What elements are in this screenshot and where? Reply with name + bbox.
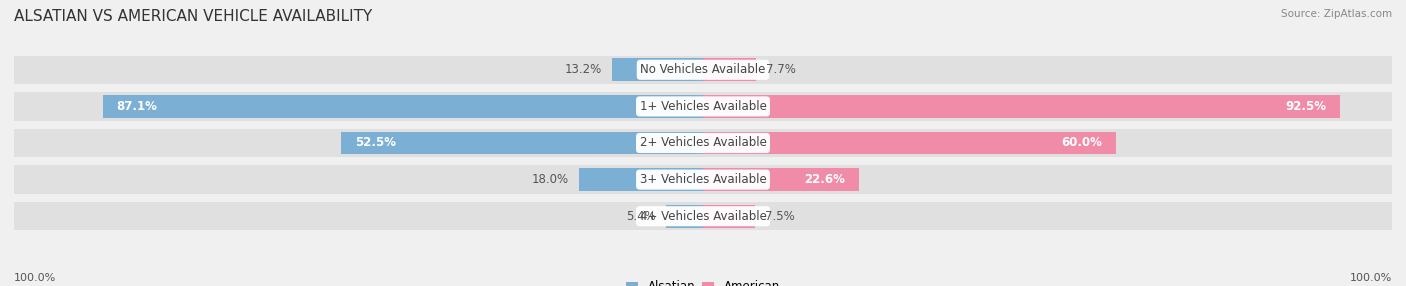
Text: 87.1%: 87.1% <box>117 100 157 113</box>
Text: 7.7%: 7.7% <box>766 63 796 76</box>
Legend: Alsatian, American: Alsatian, American <box>621 276 785 286</box>
Text: 3+ Vehicles Available: 3+ Vehicles Available <box>640 173 766 186</box>
Bar <box>14 55 1392 84</box>
Bar <box>14 202 1392 231</box>
Bar <box>342 132 703 154</box>
Bar <box>703 132 1116 154</box>
Text: 100.0%: 100.0% <box>1350 273 1392 283</box>
Bar <box>703 58 756 81</box>
Bar <box>703 205 755 228</box>
Text: 22.6%: 22.6% <box>804 173 845 186</box>
Bar <box>703 95 1340 118</box>
Text: 13.2%: 13.2% <box>564 63 602 76</box>
Text: ALSATIAN VS AMERICAN VEHICLE AVAILABILITY: ALSATIAN VS AMERICAN VEHICLE AVAILABILIT… <box>14 9 373 23</box>
Bar <box>666 205 703 228</box>
Text: 2+ Vehicles Available: 2+ Vehicles Available <box>640 136 766 150</box>
Text: 92.5%: 92.5% <box>1285 100 1326 113</box>
Bar <box>14 129 1392 157</box>
Text: 7.5%: 7.5% <box>765 210 794 223</box>
Bar <box>14 165 1392 194</box>
Text: Source: ZipAtlas.com: Source: ZipAtlas.com <box>1281 9 1392 19</box>
Text: 100.0%: 100.0% <box>14 273 56 283</box>
Bar <box>103 95 703 118</box>
Text: 4+ Vehicles Available: 4+ Vehicles Available <box>640 210 766 223</box>
Text: 1+ Vehicles Available: 1+ Vehicles Available <box>640 100 766 113</box>
Text: No Vehicles Available: No Vehicles Available <box>640 63 766 76</box>
Bar <box>579 168 703 191</box>
Text: 5.4%: 5.4% <box>626 210 655 223</box>
Bar <box>612 58 703 81</box>
Text: 60.0%: 60.0% <box>1062 136 1102 150</box>
Bar <box>703 168 859 191</box>
Text: 52.5%: 52.5% <box>356 136 396 150</box>
Bar <box>14 92 1392 121</box>
Text: 18.0%: 18.0% <box>531 173 568 186</box>
